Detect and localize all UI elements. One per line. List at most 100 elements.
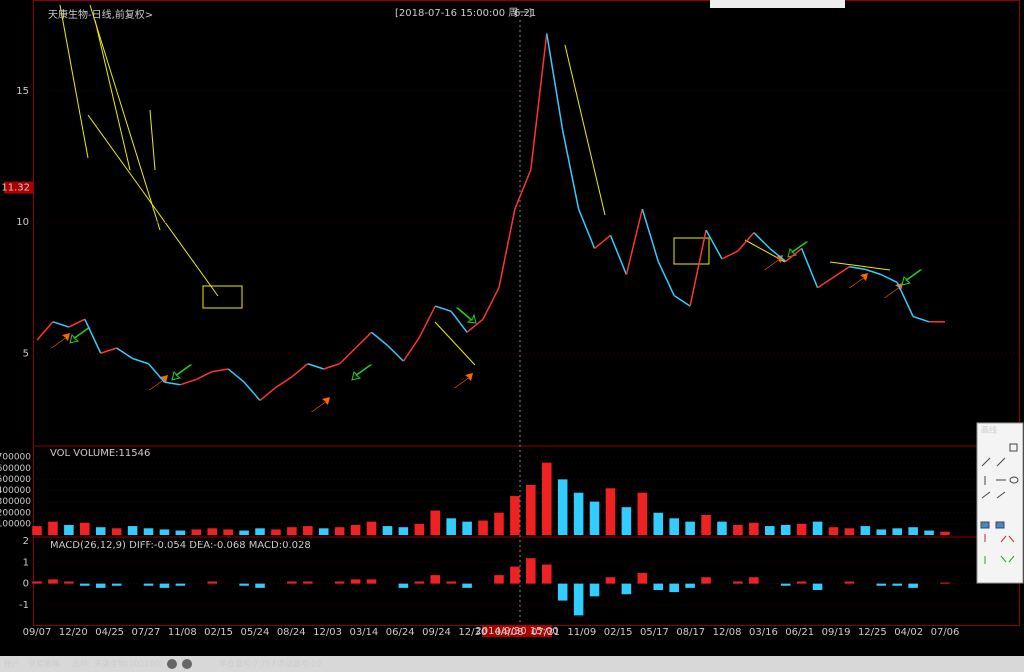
x-tick-label: 06/24: [386, 627, 415, 638]
y-tick-label: 400000: [0, 486, 31, 496]
price-segment: [609, 235, 628, 275]
price-segment: [753, 232, 771, 249]
volume-bar: [143, 528, 154, 535]
macd-bar: [908, 583, 918, 588]
volume-bar: [48, 521, 58, 535]
y-tick-label: 2: [23, 536, 29, 547]
volume-bar: [924, 530, 934, 535]
price-segment: [561, 130, 580, 210]
volume-bar: [557, 479, 568, 535]
price-segment: [116, 347, 133, 360]
signal-arrows: [51, 241, 923, 412]
volume-bar: [223, 529, 233, 535]
macd-bar: [64, 581, 74, 584]
macd-bar: [510, 566, 520, 584]
macd-bar: [111, 583, 122, 586]
volume-bar: [908, 527, 918, 535]
volume-bar: [828, 527, 839, 535]
top-toolbar[interactable]: [710, 0, 845, 8]
volume-bar: [796, 523, 807, 535]
volume-bar: [844, 528, 855, 535]
status-closed-label: 平仓盈亏:: [219, 659, 254, 669]
volume-bar: [271, 529, 281, 535]
macd-bar: [637, 573, 648, 584]
price-segment: [132, 357, 149, 365]
x-tick-label: 11/08: [168, 627, 197, 638]
price-segment: [514, 169, 532, 210]
y-tick-label: 600000: [0, 464, 31, 474]
status-float-pnl: 10: [311, 660, 321, 669]
x-tick-label: 08/24: [277, 627, 306, 638]
macd-bar: [398, 583, 409, 588]
volume-bar: [717, 521, 727, 535]
macd-bar: [303, 581, 313, 584]
x-tick-label: 07/31: [531, 627, 560, 638]
price-segment: [147, 363, 166, 383]
y-tick-label: 100000: [0, 519, 31, 529]
macd-bar: [876, 583, 887, 586]
price-segment: [833, 266, 850, 278]
x-tick-label: 12/20: [59, 627, 88, 638]
price-segment: [721, 250, 739, 260]
macd-bar: [95, 583, 106, 588]
zoom-in[interactable]: [182, 659, 192, 669]
y-tick-label: 15: [16, 86, 29, 97]
x-tick-label: 06/21: [785, 627, 814, 638]
x-tick-label: 02/15: [604, 627, 633, 638]
volume-bar: [764, 526, 775, 535]
macd-bar: [573, 583, 584, 616]
x-tick-label: 11/09: [567, 627, 596, 638]
volume-bar: [191, 529, 202, 535]
toolbox-title: 画线: [981, 425, 997, 435]
price-segment: [386, 344, 404, 362]
volume-bar: [541, 462, 552, 535]
macd-bar: [143, 583, 154, 586]
draw-toolbox: 画线: [976, 422, 1024, 584]
volume-bar: [653, 512, 664, 535]
price-segment: [865, 268, 882, 276]
price-segment: [689, 229, 707, 307]
macd-bar: [541, 564, 552, 584]
volume-bar: [303, 526, 313, 535]
macd-bar: [430, 575, 441, 584]
volume-label: VOL VOLUME:11546: [50, 448, 150, 459]
x-tick-label: 12/30: [458, 627, 487, 638]
volume-bar: [812, 521, 823, 535]
cursor-price: 6.21: [514, 8, 536, 19]
price-segment: [737, 232, 755, 252]
status-symbol[interactable]: 天康生物(002100): [94, 659, 163, 669]
status-account[interactable]: 账户: [4, 659, 20, 669]
macd-bar: [749, 577, 759, 584]
macd-bar: [892, 583, 902, 586]
price-segment: [402, 337, 420, 362]
volume-bar: [207, 528, 218, 535]
y-tick-label: 200000: [0, 508, 31, 518]
price-segment: [307, 363, 324, 370]
status-strategy[interactable]: 交易策略: [28, 659, 60, 669]
x-tick-label: 08/17: [676, 627, 705, 638]
price-segment: [530, 33, 548, 170]
price-segment: [100, 347, 117, 354]
price-segment: [800, 248, 819, 289]
volume-bar: [605, 488, 616, 535]
volume-bar: [95, 527, 106, 535]
status-closed-pnl: 7,757: [253, 660, 276, 669]
macd-bar: [239, 583, 249, 586]
price-segment: [785, 247, 803, 263]
macd-bar: [669, 583, 679, 593]
volume-bar: [749, 522, 759, 535]
status-float-label: 浮动盈亏:: [277, 659, 312, 669]
volume-bar: [589, 501, 600, 535]
volume-bar: [382, 526, 393, 535]
volume-bar: [255, 528, 265, 535]
price-segment: [641, 208, 659, 262]
price-segment: [912, 315, 930, 323]
price-segment: [546, 33, 564, 131]
volume-bar: [318, 528, 329, 535]
price-segment: [418, 305, 436, 338]
zoom-out[interactable]: [167, 659, 177, 669]
toolbox-panel: [976, 422, 1024, 584]
x-tick-label: 07/06: [931, 627, 960, 638]
x-tick-label: 09/19: [822, 627, 851, 638]
price-segment: [625, 208, 644, 275]
